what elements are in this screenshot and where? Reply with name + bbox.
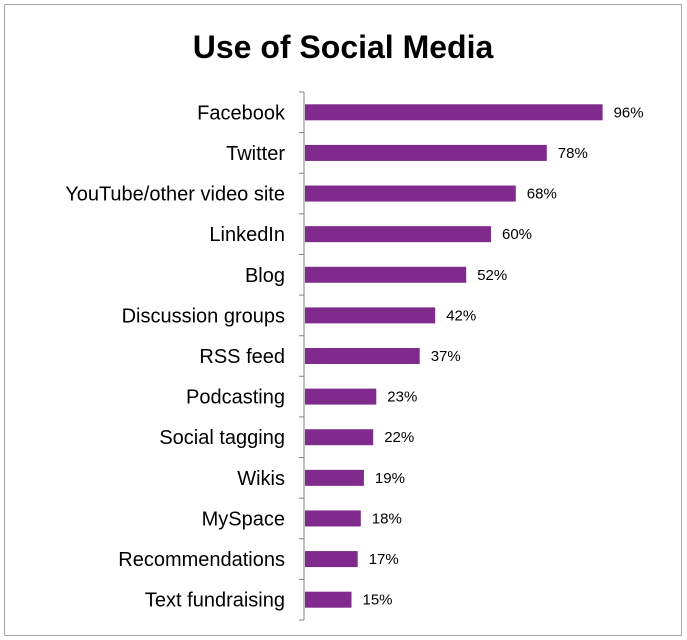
value-label: 52% (477, 267, 507, 284)
value-label: 18% (372, 510, 402, 527)
category-label: Podcasting (186, 387, 285, 409)
category-label: Facebook (197, 102, 286, 124)
category-label: LinkedIn (209, 224, 285, 246)
category-label: RSS feed (199, 346, 285, 368)
bar (305, 429, 374, 446)
value-label: 42% (446, 307, 476, 324)
category-label: Discussion groups (122, 305, 285, 327)
bar (305, 348, 420, 364)
value-label: 22% (384, 429, 414, 446)
category-label: Blog (245, 265, 285, 287)
value-label: 78% (558, 145, 588, 162)
value-label: 60% (502, 226, 532, 243)
bar (305, 104, 603, 121)
value-label: 19% (375, 470, 405, 487)
bars-group (305, 104, 603, 608)
category-label: Recommendations (118, 549, 285, 571)
bar (305, 469, 364, 486)
bar (305, 388, 377, 405)
bar (305, 307, 436, 324)
category-labels-group: Facebook Twitter YouTube/other video site L… (65, 102, 286, 611)
bar (305, 591, 352, 608)
value-label: 96% (614, 104, 644, 121)
category-label: MySpace (202, 508, 285, 530)
category-label: Twitter (226, 143, 285, 165)
value-label: 15% (363, 592, 393, 609)
chart-title: Use of Social Media (193, 29, 494, 65)
value-label: 23% (387, 389, 417, 406)
bar (305, 266, 467, 283)
y-axis-ticks (299, 91, 304, 621)
bar (305, 551, 358, 568)
bar (305, 185, 516, 202)
category-label: Social tagging (159, 427, 285, 449)
bar (305, 510, 361, 527)
value-label: 37% (431, 348, 461, 365)
value-labels-group: 96% 78% 68% 60% 52% 42% 37% 23% 22% 19% 18% 17% 15% (363, 104, 644, 608)
bar (305, 144, 547, 161)
category-label: YouTube/other video site (65, 184, 285, 206)
category-label: Wikis (237, 468, 285, 490)
value-label: 17% (369, 551, 399, 568)
category-label: Text fundraising (145, 590, 285, 612)
bar (305, 226, 491, 243)
value-label: 68% (527, 186, 557, 203)
